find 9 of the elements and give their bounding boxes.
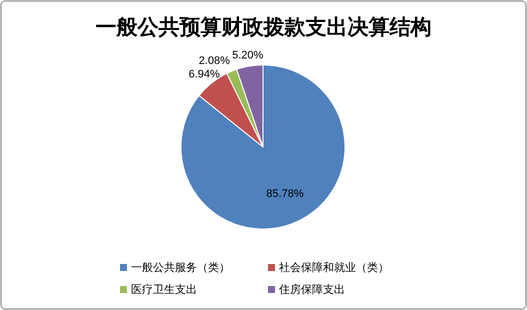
legend-label: 住房保障支出 bbox=[279, 283, 345, 296]
data-label: 5.20% bbox=[232, 49, 264, 62]
data-label: 2.08% bbox=[198, 55, 230, 68]
legend-label: 医疗卫生支出 bbox=[131, 283, 197, 296]
legend-label: 社会保障和就业（类） bbox=[279, 261, 389, 274]
data-label: 6.94% bbox=[188, 68, 220, 81]
chart-title: 一般公共预算财政拨款支出决算结构 bbox=[96, 15, 432, 39]
legend-label: 一般公共服务（类） bbox=[131, 261, 230, 274]
data-label: 85.78% bbox=[266, 188, 304, 200]
